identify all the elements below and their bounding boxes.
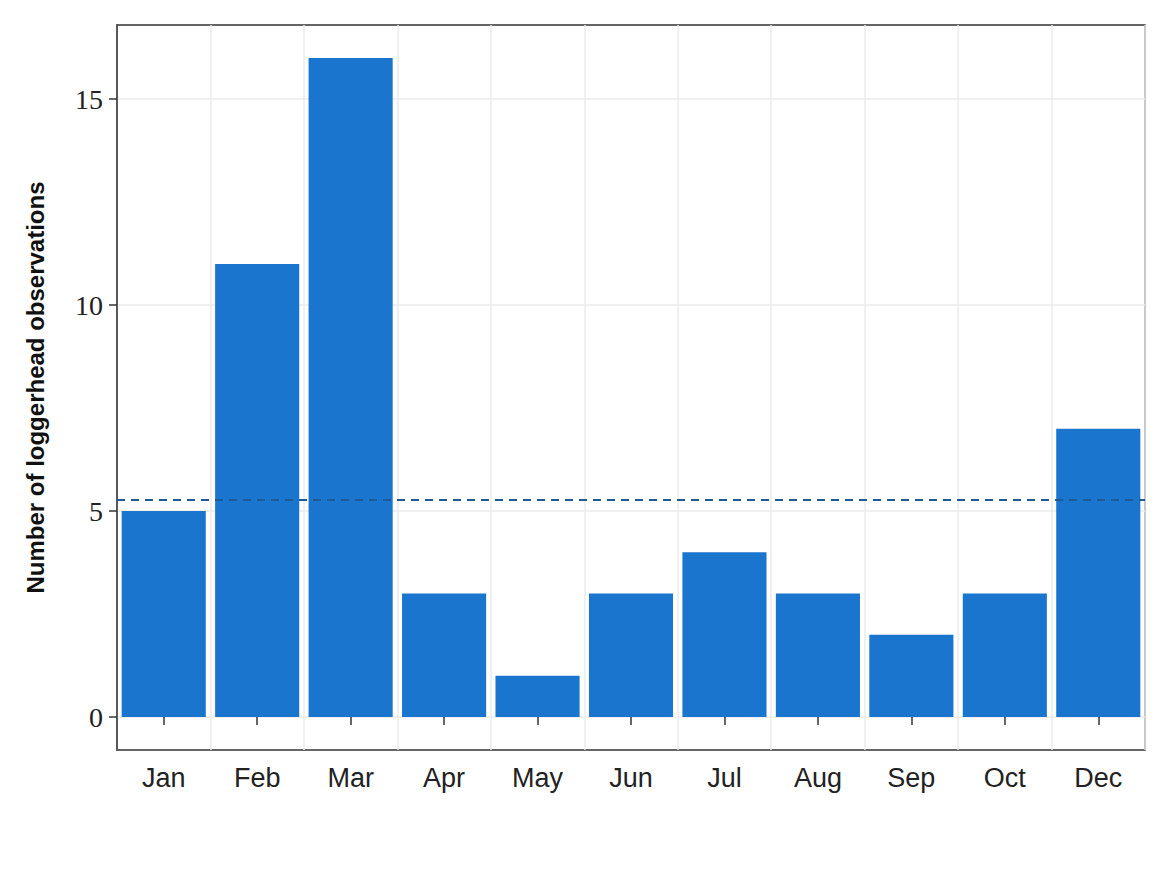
svg-text:0: 0 xyxy=(89,702,103,733)
svg-text:Number of loggerhead observati: Number of loggerhead observations xyxy=(22,181,49,593)
svg-text:Feb: Feb xyxy=(234,763,281,793)
svg-text:10: 10 xyxy=(75,290,103,321)
svg-text:15: 15 xyxy=(75,84,103,115)
svg-text:Sep: Sep xyxy=(887,763,935,793)
svg-text:Jul: Jul xyxy=(707,763,742,793)
svg-text:Aug: Aug xyxy=(794,763,842,793)
svg-text:Apr: Apr xyxy=(423,763,465,793)
svg-text:5: 5 xyxy=(89,496,103,527)
svg-text:Jan: Jan xyxy=(142,763,186,793)
svg-text:Oct: Oct xyxy=(984,763,1027,793)
svg-text:Mar: Mar xyxy=(327,763,374,793)
svg-text:Dec: Dec xyxy=(1074,763,1122,793)
svg-text:May: May xyxy=(512,763,564,793)
svg-text:Jun: Jun xyxy=(609,763,653,793)
